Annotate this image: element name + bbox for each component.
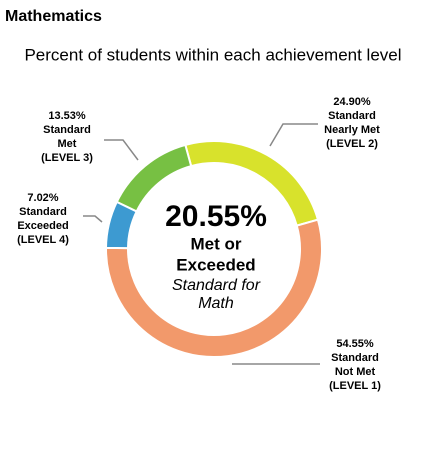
segment-value-label: 7.02% — [27, 192, 58, 204]
segment-label: (LEVEL 2) — [326, 138, 378, 150]
center-note: Standard for — [172, 277, 261, 294]
segment-label: Met — [58, 138, 77, 150]
segment-label: (LEVEL 4) — [17, 234, 69, 246]
segment-label: (LEVEL 3) — [41, 152, 93, 164]
donut-segment — [115, 143, 193, 213]
chart-subtitle: Percent of students within each achievem… — [24, 45, 401, 64]
leader-line — [104, 139, 139, 161]
segment-value-label: 54.55% — [336, 338, 374, 350]
center-note: Math — [198, 295, 234, 312]
center-value: 20.55% — [165, 200, 267, 233]
segment-label: (LEVEL 1) — [329, 380, 381, 392]
segment-label: Not Met — [335, 366, 376, 378]
center-label: Exceeded — [176, 255, 255, 274]
segment-label: Exceeded — [17, 220, 68, 232]
segment-label: Nearly Met — [324, 124, 380, 136]
center-label: Met or — [191, 234, 242, 253]
segment-label: Standard — [19, 206, 67, 218]
segment-value-label: 24.90% — [333, 96, 371, 108]
segment-label: Standard — [331, 352, 379, 364]
leader-line — [269, 123, 318, 147]
leader-line — [83, 215, 103, 223]
segment-value-label: 13.53% — [48, 110, 86, 122]
chart-title: Mathematics — [5, 8, 102, 25]
segment-label: Standard — [43, 124, 91, 136]
segment-label: Standard — [328, 110, 376, 122]
